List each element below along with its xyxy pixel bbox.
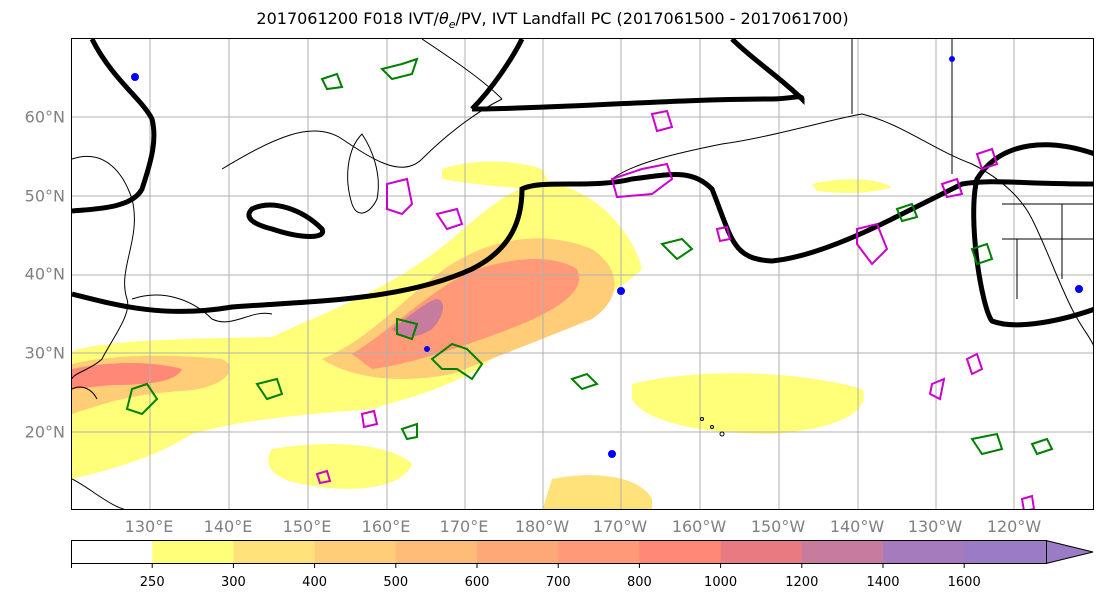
- colorbar-label: 1600: [947, 575, 981, 590]
- map-grid: [72, 39, 1093, 509]
- colorbar-label: 250: [139, 575, 165, 590]
- colorbar-segment: [964, 540, 1093, 564]
- lon-label-150w: 150°W: [750, 517, 806, 536]
- colorbar-label: 1000: [704, 575, 738, 590]
- colorbar-segments: [71, 540, 1093, 564]
- map-panel: [71, 38, 1094, 510]
- colorbar: [71, 540, 1094, 568]
- ivt-filled-contours: [72, 161, 892, 509]
- ivt-landfall-contour: [72, 39, 1093, 328]
- lon-label-130e: 130°E: [124, 517, 174, 536]
- lon-label-160e: 160°E: [361, 517, 411, 536]
- colorbar-segment: [883, 540, 965, 564]
- colorbar-segment: [395, 540, 478, 564]
- lat-label-40n: 40°N: [24, 264, 65, 284]
- lon-label-140e: 140°E: [203, 517, 253, 536]
- colorbar-label: 600: [464, 575, 490, 590]
- colorbar-segment: [477, 540, 559, 564]
- figure-title: 2017061200 F018 IVT/θe/PV, IVT Landfall …: [256, 9, 849, 32]
- colorbar-label: 400: [302, 575, 328, 590]
- colorbar-frame: [71, 540, 1047, 564]
- lon-label-140w: 140°W: [829, 517, 885, 536]
- lat-label-20n: 20°N: [24, 422, 65, 442]
- lat-label-50n: 50°N: [24, 186, 65, 206]
- colorbar-segment: [152, 540, 234, 564]
- colorbar-ticks: [71, 564, 965, 568]
- lon-label-170e: 170°E: [439, 517, 489, 536]
- colorbar-label: 300: [220, 575, 246, 590]
- colorbar-segment: [720, 540, 803, 564]
- pv-contours-green: [125, 57, 1054, 456]
- lon-label-160w: 160°W: [671, 517, 727, 536]
- lon-label-170w: 170°W: [592, 517, 648, 536]
- colorbar-label: 500: [383, 575, 409, 590]
- pv-contours-blue: [131, 56, 1083, 458]
- colorbar-label: 1200: [785, 575, 819, 590]
- colorbar-segment: [71, 540, 153, 564]
- lat-label-30n: 30°N: [24, 343, 65, 363]
- map-canvas: [72, 39, 1093, 509]
- colorbar-segment: [558, 540, 640, 564]
- lon-label-130w: 130°W: [907, 517, 963, 536]
- colorbar-segment: [233, 540, 316, 564]
- colorbar-label: 800: [626, 575, 652, 590]
- lat-label-60n: 60°N: [24, 107, 65, 127]
- lon-label-150e: 150°E: [282, 517, 332, 536]
- lon-label-180w: 180°W: [514, 517, 570, 536]
- colorbar-segment: [801, 540, 884, 564]
- colorbar-label: 1400: [866, 575, 900, 590]
- colorbar-segment: [314, 540, 397, 564]
- colorbar-segment: [639, 540, 722, 564]
- colorbar-label: 700: [545, 575, 571, 590]
- theta-e-contours-magenta: [315, 109, 1036, 509]
- lon-label-120w: 120°W: [986, 517, 1042, 536]
- colorbar-arrow-outline: [1045, 540, 1094, 564]
